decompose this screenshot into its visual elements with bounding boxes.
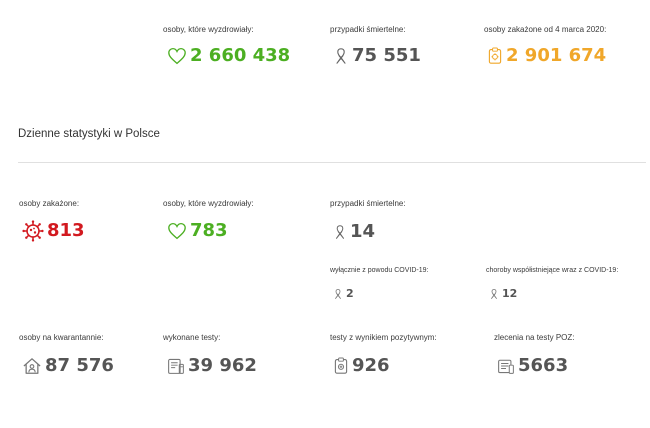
quarantine-value: 87 576 xyxy=(45,355,114,376)
total-recovered-label: osoby, które wyzdrowiały: xyxy=(163,25,254,34)
daily-recovered-value: 783 xyxy=(190,220,228,241)
poz-orders-stat: 5663 xyxy=(497,355,568,377)
ribbon-icon xyxy=(333,288,343,300)
deaths-comorbid-value: 12 xyxy=(502,287,518,300)
section-divider xyxy=(18,162,646,163)
positive-test-icon xyxy=(333,357,349,375)
daily-infected-value: 813 xyxy=(47,220,85,241)
positive-tests-label: testy z wynikiem pozytywnym: xyxy=(330,333,437,342)
total-deaths-label: przypadki śmiertelne: xyxy=(330,25,406,34)
daily-deaths-stat: 14 xyxy=(333,221,375,243)
positive-tests-value: 926 xyxy=(352,355,390,376)
total-infected-stat: 2 901 674 xyxy=(487,45,606,67)
deaths-comorbid-label: choroby współistniejące wraz z COVID-19: xyxy=(486,267,619,274)
tests-label: wykonane testy: xyxy=(163,333,221,342)
deaths-covid-only-label: wyłącznie z powodu COVID-19: xyxy=(330,267,429,274)
deaths-comorbid-stat: 12 xyxy=(489,287,517,301)
total-deaths-stat: 75 551 xyxy=(333,45,421,67)
daily-deaths-value: 14 xyxy=(350,221,376,242)
total-infected-value: 2 901 674 xyxy=(506,45,607,66)
poz-orders-value: 5663 xyxy=(518,355,569,376)
clipboard-virus-icon xyxy=(487,47,503,65)
heart-icon xyxy=(167,47,187,65)
house-person-icon xyxy=(22,357,42,375)
daily-infected-label: osoby zakażone: xyxy=(19,199,80,208)
ribbon-icon xyxy=(333,223,347,241)
test-kit-icon xyxy=(167,357,185,375)
virus-icon xyxy=(22,220,44,242)
daily-recovered-label: osoby, które wyzdrowiały: xyxy=(163,199,254,208)
tests-stat: 39 962 xyxy=(167,355,257,377)
deaths-covid-only-value: 2 xyxy=(346,287,354,300)
ribbon-icon xyxy=(489,288,499,300)
daily-deaths-label: przypadki śmiertelne: xyxy=(330,199,406,208)
total-infected-label: osoby zakażone od 4 marca 2020: xyxy=(484,25,607,34)
daily-infected-stat: 813 xyxy=(22,220,85,242)
ribbon-icon xyxy=(333,47,349,65)
tests-value: 39 962 xyxy=(188,355,257,376)
total-deaths-value: 75 551 xyxy=(352,45,421,66)
total-recovered-value: 2 660 438 xyxy=(190,45,291,66)
quarantine-label: osoby na kwarantannie: xyxy=(19,333,104,342)
total-recovered-stat: 2 660 438 xyxy=(167,45,290,67)
quarantine-stat: 87 576 xyxy=(22,355,114,377)
positive-tests-stat: 926 xyxy=(333,355,390,377)
poz-orders-label: zlecenia na testy POZ: xyxy=(494,333,575,342)
heart-icon xyxy=(167,222,187,240)
daily-recovered-stat: 783 xyxy=(167,220,228,242)
daily-stats-title: Dzienne statystyki w Polsce xyxy=(18,128,160,140)
poz-order-icon xyxy=(497,357,515,375)
deaths-covid-only-stat: 2 xyxy=(333,287,354,301)
